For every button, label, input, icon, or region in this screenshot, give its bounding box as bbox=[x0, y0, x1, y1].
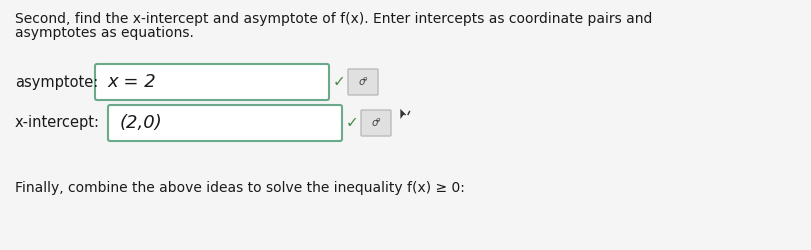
Text: Second, find the x-intercept and asymptote of f(x). Enter intercepts as coordina: Second, find the x-intercept and asympto… bbox=[15, 12, 651, 26]
Text: x-intercept:: x-intercept: bbox=[15, 116, 100, 130]
Text: asymptote:: asymptote: bbox=[15, 74, 98, 90]
Text: $\sigma^{\!\!o}$: $\sigma^{\!\!o}$ bbox=[357, 76, 368, 88]
Text: asymptotes as equations.: asymptotes as equations. bbox=[15, 26, 194, 40]
Polygon shape bbox=[400, 108, 410, 120]
FancyBboxPatch shape bbox=[95, 64, 328, 100]
Text: x = 2: x = 2 bbox=[107, 73, 156, 91]
Text: ✓: ✓ bbox=[333, 74, 345, 90]
Text: Finally, combine the above ideas to solve the inequality f(x) ≥ 0:: Finally, combine the above ideas to solv… bbox=[15, 181, 465, 195]
FancyBboxPatch shape bbox=[108, 105, 341, 141]
Text: $\sigma^{\!\!o}$: $\sigma^{\!\!o}$ bbox=[370, 117, 381, 129]
Text: (2,0): (2,0) bbox=[120, 114, 162, 132]
Text: ✓: ✓ bbox=[345, 116, 358, 130]
FancyBboxPatch shape bbox=[361, 110, 391, 136]
FancyBboxPatch shape bbox=[348, 69, 378, 95]
